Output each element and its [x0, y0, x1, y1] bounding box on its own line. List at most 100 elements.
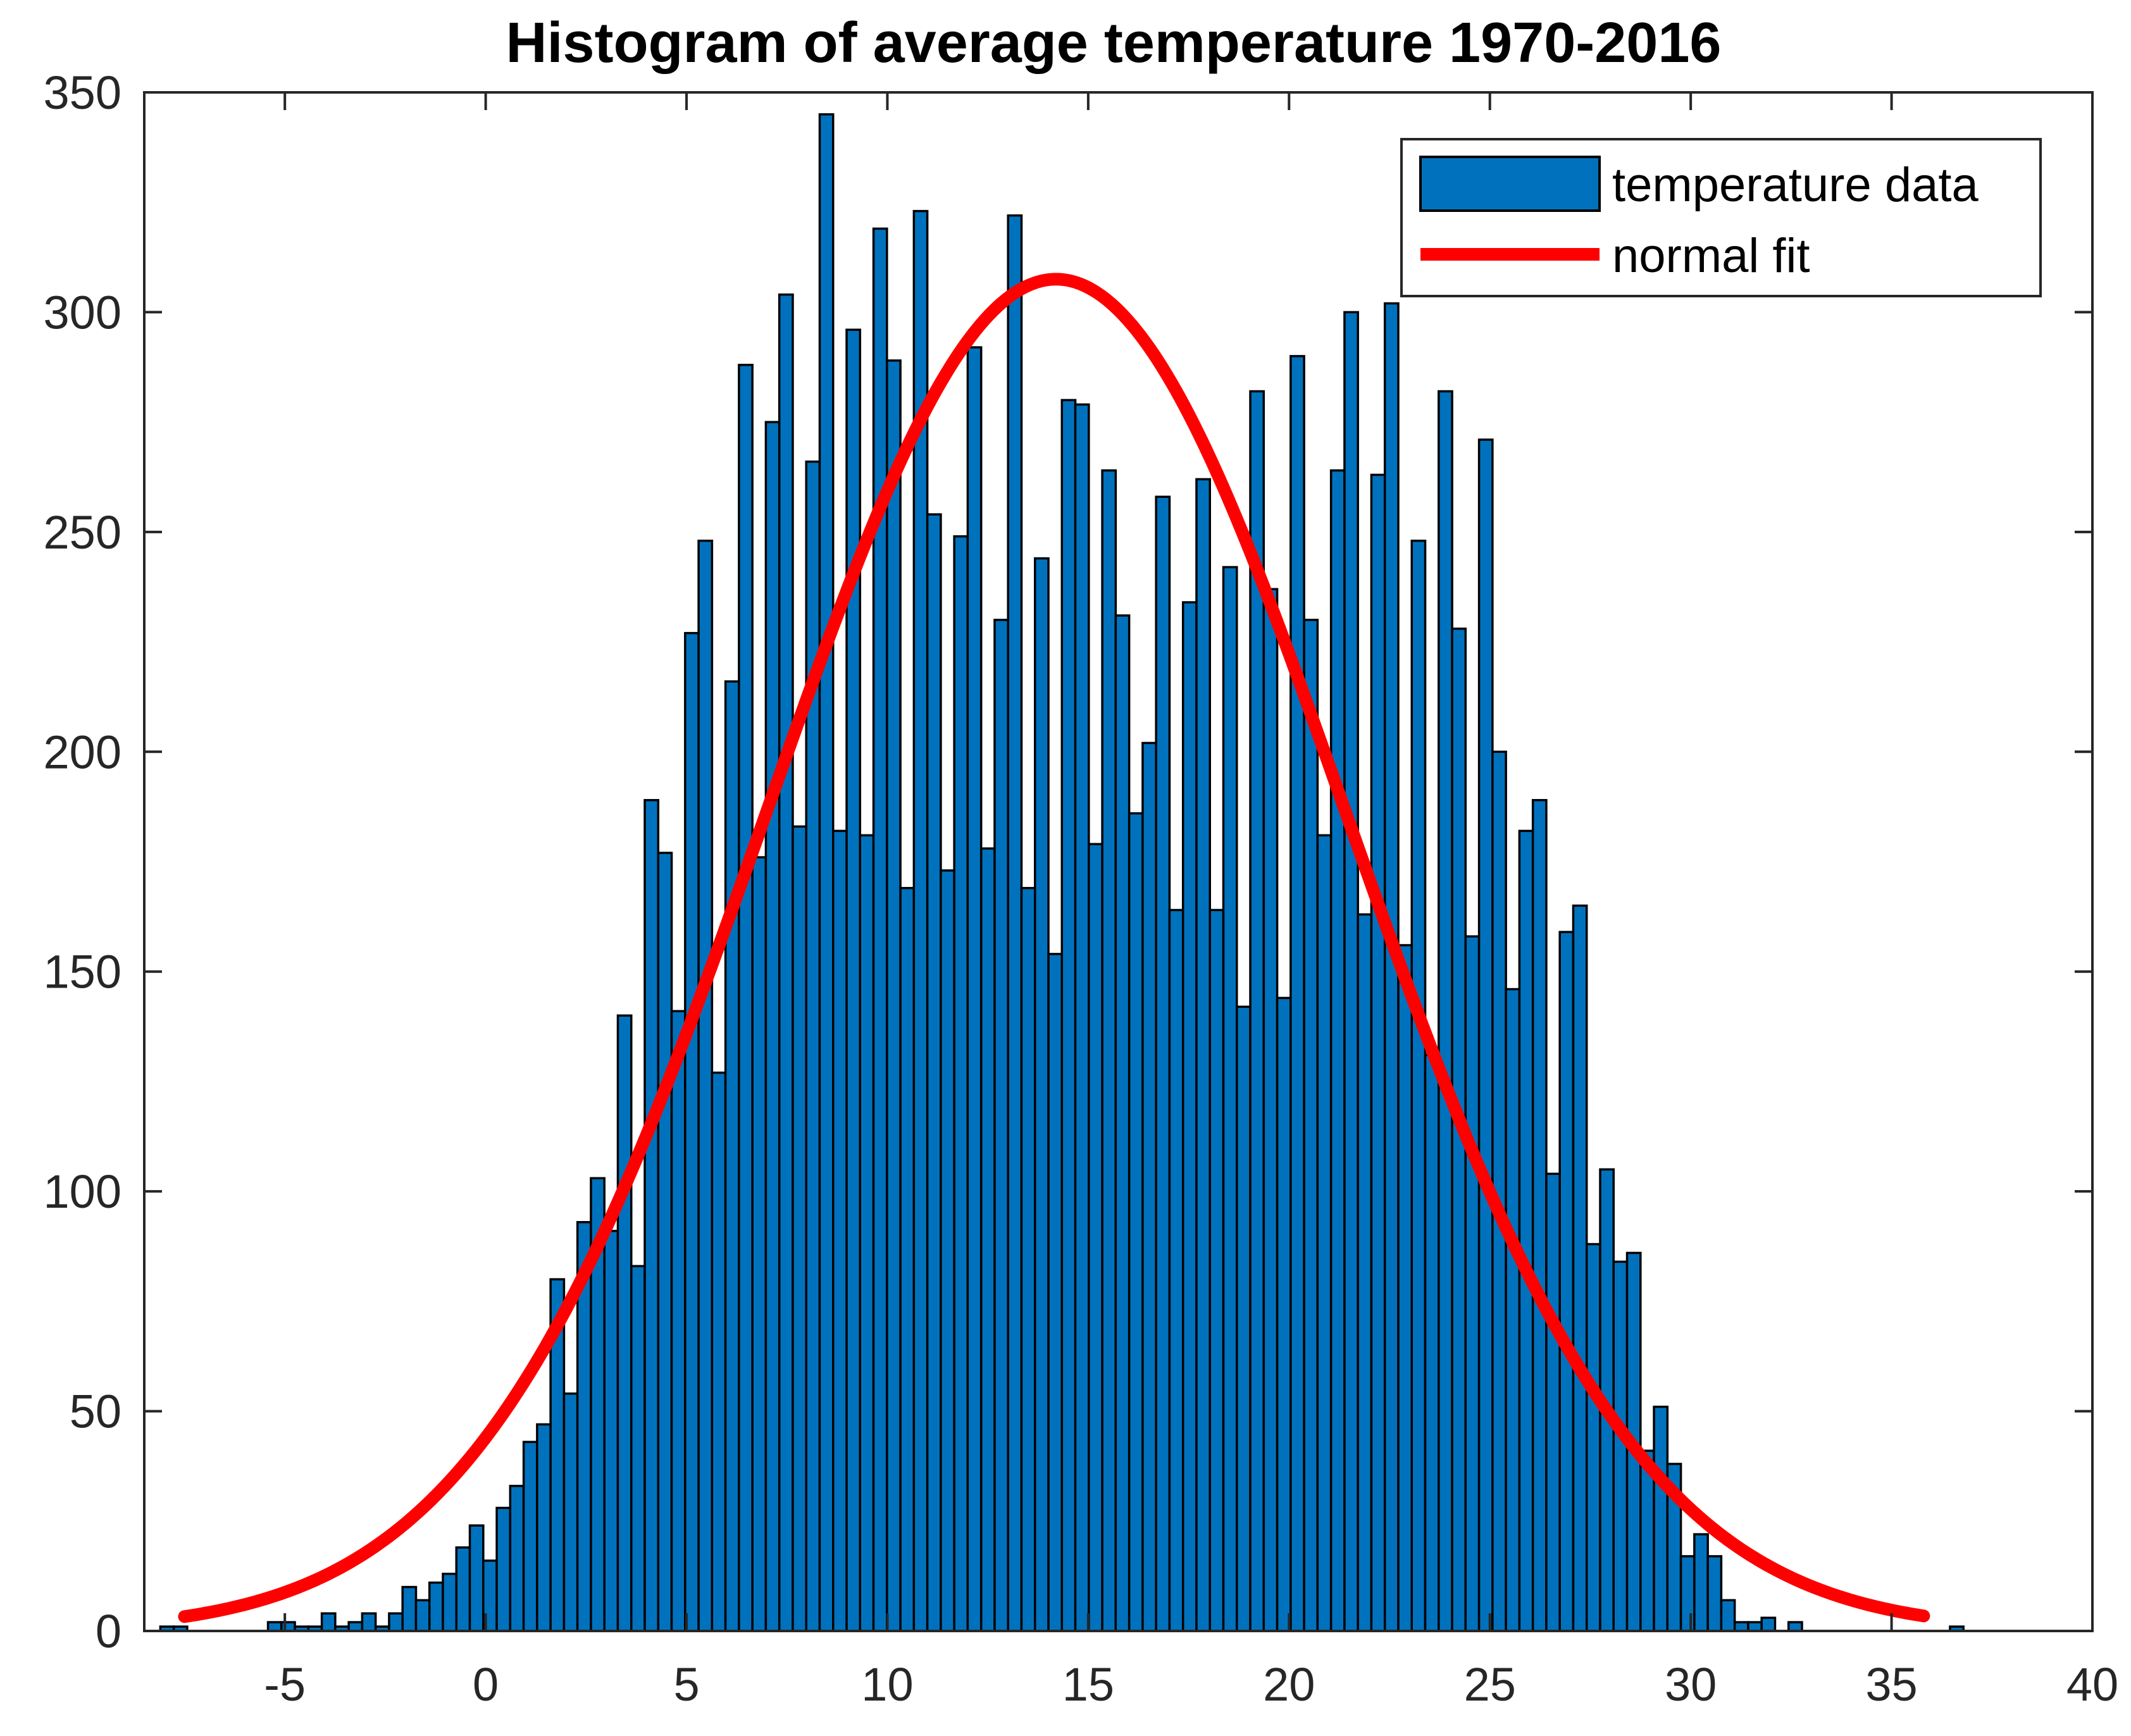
- chart-title: Histogram of average temperature 1970-20…: [506, 11, 1722, 75]
- histogram-bar: [603, 1229, 619, 1632]
- histogram-bar: [711, 1071, 727, 1632]
- histogram-bar: [697, 540, 714, 1632]
- histogram-bar: [940, 869, 955, 1632]
- histogram-bar: [1088, 843, 1103, 1632]
- histogram-bar: [1653, 1405, 1669, 1632]
- histogram-bar: [845, 328, 862, 1632]
- x-tick-label: 15: [1062, 1658, 1114, 1711]
- histogram-bar: [1195, 478, 1211, 1632]
- histogram-bar: [1181, 601, 1198, 1632]
- histogram-bar: [1760, 1616, 1777, 1632]
- histogram-bar: [1545, 1172, 1561, 1632]
- y-tick-label: 250: [44, 506, 121, 559]
- histogram-bar: [320, 1612, 337, 1632]
- histogram-bar: [388, 1612, 404, 1632]
- x-tick-label: 40: [2066, 1658, 2118, 1711]
- histogram-bar: [536, 1423, 552, 1632]
- histogram-bar: [1572, 904, 1588, 1632]
- histogram-bar: [401, 1585, 418, 1632]
- histogram-bar: [1612, 1260, 1629, 1632]
- histogram-bar: [455, 1546, 471, 1632]
- histogram-bar: [1329, 469, 1346, 1632]
- histogram-bar: [792, 825, 807, 1632]
- histogram-bar: [1477, 438, 1494, 1632]
- x-tick-label: 5: [673, 1658, 699, 1711]
- histogram-bar: [361, 1612, 377, 1632]
- histogram-bar: [428, 1581, 444, 1632]
- legend-label-temperature-data: temperature data: [1612, 158, 1979, 212]
- histogram-bar: [347, 1621, 364, 1632]
- histogram-bar: [1464, 935, 1481, 1632]
- histogram-bar: [1558, 931, 1575, 1632]
- histogram-bar: [953, 535, 969, 1632]
- histogram-bar: [764, 421, 781, 1632]
- histogram-bar: [616, 1014, 633, 1632]
- histogram-bar: [1020, 886, 1036, 1632]
- histogram-bar: [1222, 566, 1238, 1632]
- histogram-bar: [468, 1524, 485, 1632]
- histogram-bar: [1208, 908, 1225, 1632]
- histogram-bar: [1679, 1555, 1696, 1632]
- histogram-bar: [1438, 390, 1453, 1632]
- histogram-bar: [509, 1484, 525, 1632]
- legend-swatch-temperature-data: [1419, 156, 1601, 212]
- histogram-bar: [1410, 540, 1427, 1632]
- histogram-bar: [1074, 403, 1090, 1632]
- normal-fit-line: [178, 273, 1930, 1623]
- histogram-bar: [1424, 1053, 1440, 1632]
- histogram-bar: [1706, 1555, 1723, 1632]
- x-tick-label: -5: [264, 1658, 306, 1711]
- histogram-bar: [1693, 1533, 1709, 1632]
- x-tick-label: 25: [1464, 1658, 1516, 1711]
- axes-box: [143, 91, 2094, 1632]
- histogram-bar: [1262, 588, 1279, 1632]
- histogram-bar: [522, 1441, 538, 1632]
- histogram-bar: [1047, 953, 1064, 1632]
- histogram-bar: [442, 1572, 458, 1632]
- y-tick-label: 350: [44, 66, 121, 119]
- histogram-bar: [1518, 829, 1534, 1632]
- x-tick-label: 0: [473, 1658, 499, 1711]
- histogram-bar: [1155, 495, 1171, 1632]
- histogram-bar: [1747, 1621, 1763, 1632]
- histogram-bar: [832, 829, 848, 1632]
- histogram-bar: [1007, 214, 1023, 1632]
- x-tick-label: 20: [1263, 1658, 1315, 1711]
- histogram-bar: [1585, 1243, 1601, 1632]
- histogram-bar: [562, 1392, 579, 1632]
- histogram-bar: [1060, 399, 1077, 1632]
- legend: temperature data normal fit: [1400, 138, 2042, 297]
- histogram-bar: [724, 680, 740, 1632]
- y-tick-label: 0: [96, 1605, 121, 1658]
- histogram-bar: [899, 886, 916, 1632]
- histogram-bar: [1101, 469, 1117, 1632]
- histogram-bar: [670, 1010, 687, 1632]
- histogram-bar: [684, 631, 700, 1632]
- histogram-bar: [1276, 996, 1292, 1632]
- histogram-bar: [1787, 1621, 1803, 1632]
- histogram-bar: [1343, 311, 1359, 1632]
- y-tick-label: 200: [44, 726, 121, 778]
- histogram-bar: [966, 346, 983, 1632]
- histogram-bar: [495, 1506, 512, 1632]
- x-tick-label: 35: [1865, 1658, 1917, 1711]
- histogram-bar: [1168, 908, 1184, 1632]
- histogram-bar: [872, 227, 888, 1632]
- histogram-bar: [818, 113, 835, 1632]
- x-tick-label: 10: [861, 1658, 913, 1711]
- histogram-bar: [751, 856, 767, 1632]
- histogram-bar: [630, 1265, 646, 1632]
- histogram-bar: [778, 293, 794, 1632]
- histogram-bar: [643, 798, 660, 1632]
- histogram-bar: [926, 513, 942, 1632]
- y-tick-label: 300: [44, 286, 121, 338]
- fit-layer: [178, 273, 1930, 1623]
- histogram-bar: [266, 1621, 283, 1632]
- histogram-bar: [1357, 913, 1373, 1632]
- histogram-bar: [1236, 1005, 1252, 1632]
- histogram-bar: [1397, 944, 1413, 1632]
- histogram-bar: [886, 359, 902, 1632]
- histogram-bar: [414, 1599, 431, 1632]
